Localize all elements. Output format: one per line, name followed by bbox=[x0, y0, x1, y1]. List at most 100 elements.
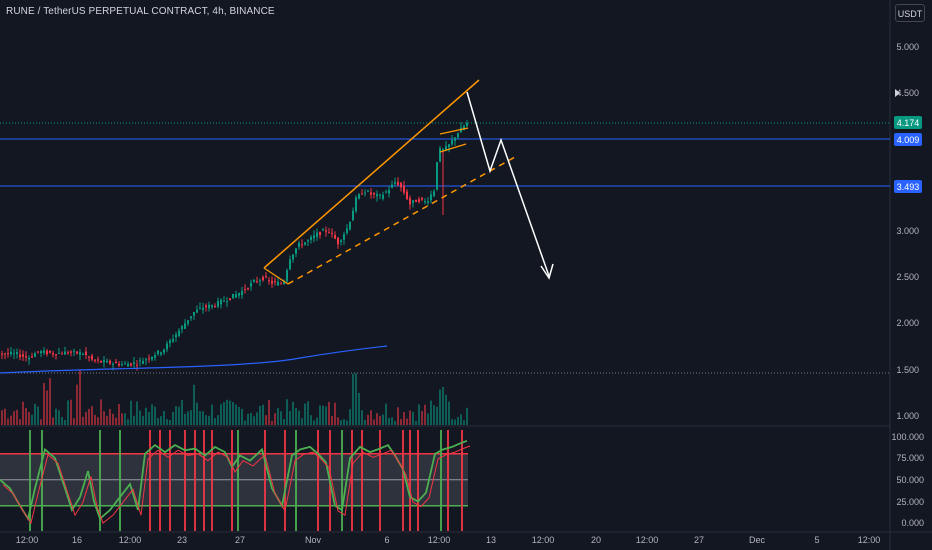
volume-bar bbox=[448, 401, 450, 425]
volume-bar bbox=[34, 403, 36, 425]
volume-bar bbox=[424, 404, 426, 425]
candle-body bbox=[169, 340, 171, 344]
candle-body bbox=[292, 254, 294, 260]
volume-bar bbox=[4, 408, 6, 425]
volume-bar bbox=[64, 419, 66, 425]
candle-body bbox=[379, 194, 381, 196]
candle-body bbox=[334, 235, 336, 239]
candle-body bbox=[139, 360, 141, 362]
candle-body bbox=[124, 363, 126, 365]
candle-body bbox=[352, 210, 354, 221]
volume-bar bbox=[235, 404, 237, 425]
currency-button[interactable]: USDT bbox=[895, 4, 925, 22]
price-tick-label: 1.500 bbox=[896, 365, 919, 375]
volume-bar bbox=[379, 415, 381, 425]
price-tick-label: 4.500 bbox=[896, 88, 919, 98]
candle-body bbox=[13, 353, 15, 355]
volume-bar bbox=[109, 408, 111, 425]
volume-bar bbox=[163, 411, 165, 425]
price-tag-label: 4.009 bbox=[897, 135, 920, 145]
candle-body bbox=[151, 356, 153, 360]
candle-body bbox=[394, 182, 396, 184]
time-tick-label: 13 bbox=[486, 535, 496, 545]
candle-body bbox=[211, 305, 213, 307]
candle-body bbox=[337, 237, 339, 245]
time-tick-label: 12:00 bbox=[16, 535, 39, 545]
volume-bar bbox=[412, 411, 414, 425]
volume-bar bbox=[139, 410, 141, 425]
candle-body bbox=[244, 289, 246, 291]
arrow-head-icon bbox=[540, 263, 554, 280]
volume-bar bbox=[130, 400, 132, 425]
candle-body bbox=[25, 356, 27, 358]
candle-body bbox=[220, 299, 222, 305]
candle-body bbox=[217, 300, 219, 307]
volume-bar bbox=[19, 419, 21, 425]
volume-bar bbox=[178, 406, 180, 425]
candle-body bbox=[385, 191, 387, 193]
volume-bar bbox=[397, 407, 399, 425]
volume-bar bbox=[73, 418, 75, 425]
volume-bar bbox=[94, 414, 96, 425]
candle-body bbox=[127, 363, 129, 367]
volume-bar bbox=[247, 413, 249, 425]
volume-bar bbox=[304, 403, 306, 425]
volume-bar bbox=[289, 410, 291, 425]
time-tick-label: 12:00 bbox=[532, 535, 555, 545]
candle-body bbox=[322, 229, 324, 231]
price-tick-label: 5.000 bbox=[896, 42, 919, 52]
candle-body bbox=[175, 334, 177, 338]
volume-bar bbox=[415, 420, 417, 425]
volume-bar bbox=[388, 417, 390, 425]
candle-body bbox=[112, 363, 114, 365]
oscillator-d-line bbox=[2, 445, 471, 525]
volume-bar bbox=[70, 399, 72, 425]
candle-body bbox=[55, 354, 57, 356]
volume-bar bbox=[352, 373, 354, 425]
volume-bar bbox=[259, 405, 261, 425]
volume-bar bbox=[169, 419, 171, 425]
volume-bar bbox=[214, 418, 216, 425]
volume-bar bbox=[187, 411, 189, 425]
volume-bar bbox=[403, 412, 405, 425]
volume-bar bbox=[265, 415, 267, 425]
price-tick-label: 2.000 bbox=[896, 318, 919, 328]
volume-bar bbox=[67, 400, 69, 425]
volume-bar bbox=[367, 414, 369, 425]
small-wedge-bottom bbox=[439, 143, 467, 153]
volume-bar bbox=[79, 370, 81, 425]
candle-body bbox=[133, 362, 135, 364]
candle-body bbox=[295, 248, 297, 254]
candle-body bbox=[1, 353, 3, 355]
candle-body bbox=[223, 300, 225, 302]
volume-bar bbox=[427, 413, 429, 425]
volume-bar bbox=[154, 406, 156, 425]
volume-bar bbox=[88, 408, 90, 425]
volume-bar bbox=[175, 406, 177, 425]
volume-bar bbox=[223, 402, 225, 425]
candle-body bbox=[388, 189, 390, 194]
price-marker-icon bbox=[895, 89, 900, 97]
volume-bar bbox=[334, 402, 336, 425]
candle-body bbox=[256, 281, 258, 283]
volume-bar bbox=[373, 419, 375, 425]
candle-body bbox=[157, 350, 159, 355]
volume-bar bbox=[172, 411, 174, 425]
volume-bar bbox=[460, 414, 462, 425]
candle-body bbox=[397, 181, 399, 186]
volume-bar bbox=[430, 400, 432, 425]
volume-bar bbox=[328, 401, 330, 425]
candle-body bbox=[346, 228, 348, 234]
small-wedge-top bbox=[439, 127, 469, 135]
time-tick-label: 12:00 bbox=[636, 535, 659, 545]
volume-bar bbox=[157, 418, 159, 425]
volume-bar bbox=[61, 417, 63, 425]
volume-bar bbox=[7, 418, 9, 425]
candle-body bbox=[103, 360, 105, 363]
volume-bar bbox=[16, 409, 18, 425]
candle-body bbox=[43, 350, 45, 353]
candle-body bbox=[412, 200, 414, 203]
volume-bar bbox=[40, 419, 42, 425]
volume-bar bbox=[463, 420, 465, 425]
